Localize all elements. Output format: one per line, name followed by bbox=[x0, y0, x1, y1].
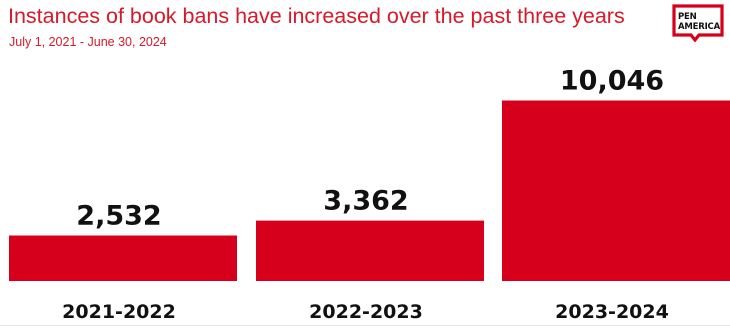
bar-2022-2023 bbox=[256, 220, 484, 281]
value-label-2023-2024: 10,046 bbox=[560, 65, 664, 96]
bottom-divider bbox=[0, 325, 730, 326]
category-label-2022-2023: 2022-2023 bbox=[309, 301, 423, 323]
pen-america-logo: PEN AMERICA bbox=[672, 4, 724, 43]
bar-2023-2024 bbox=[502, 100, 730, 282]
chart-subtitle: July 1, 2021 - June 30, 2024 bbox=[9, 35, 167, 49]
category-label-2023-2024: 2023-2024 bbox=[555, 301, 669, 323]
bar-2021-2022 bbox=[9, 235, 237, 281]
speech-bubble-logo-icon bbox=[672, 4, 724, 43]
category-label-2021-2022: 2021-2022 bbox=[62, 301, 176, 323]
logo-text: PEN AMERICA bbox=[678, 12, 720, 32]
logo-line-1: PEN bbox=[678, 12, 697, 22]
chart-title: Instances of book bans have increased ov… bbox=[8, 4, 625, 28]
value-label-2022-2023: 3,362 bbox=[323, 186, 408, 217]
logo-line-2: AMERICA bbox=[678, 22, 720, 32]
value-label-2021-2022: 2,532 bbox=[76, 201, 161, 232]
